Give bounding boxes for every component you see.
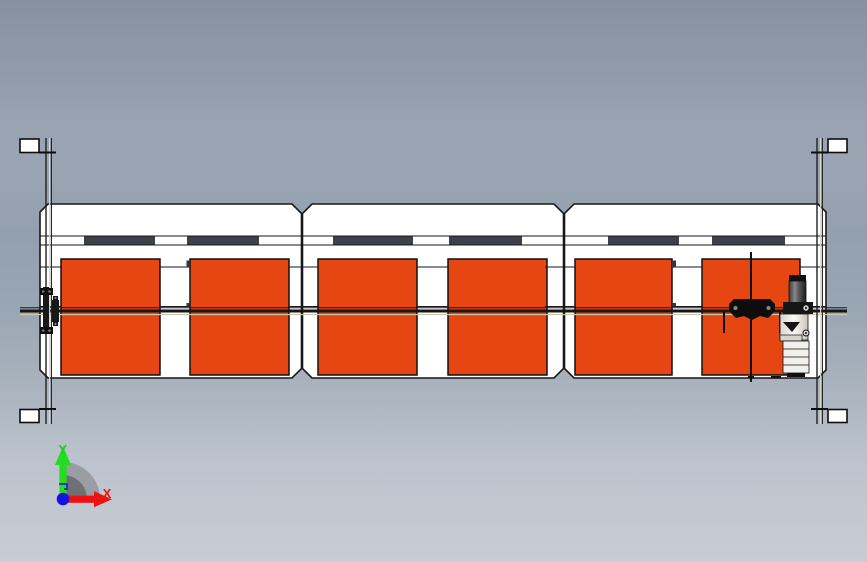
svg-text:Y: Y: [58, 442, 67, 457]
svg-text:X: X: [103, 486, 112, 501]
